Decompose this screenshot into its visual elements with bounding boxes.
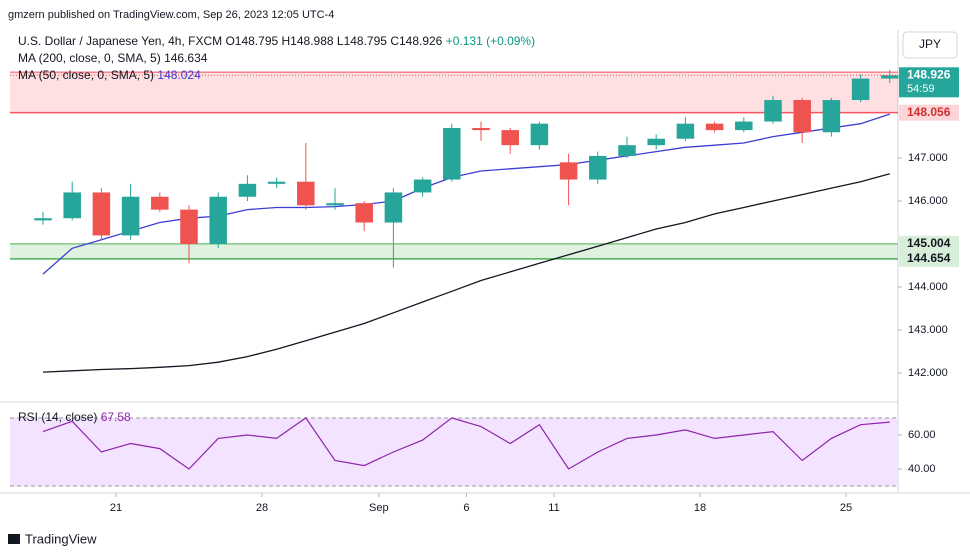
rsi-name: RSI (14, close): [18, 410, 97, 424]
logo-mark: [8, 534, 20, 544]
ohlc-value: O148.795: [225, 34, 278, 48]
currency-button[interactable]: [902, 31, 958, 59]
change-value: +0.131 (+0.09%): [446, 34, 535, 48]
price-tag-label: 144.654: [907, 251, 951, 265]
zone: [10, 72, 898, 113]
ma-name: MA (50, close, 0, SMA, 5): [18, 68, 154, 82]
rsi-tick-label: 40.00: [908, 463, 936, 475]
candle-body: [676, 123, 695, 139]
candle-body: [618, 145, 636, 156]
ma-legend: MA (50, close, 0, SMA, 5) 148.024: [18, 68, 201, 82]
published-note: gmzern published on TradingView.com, Sep…: [8, 9, 334, 21]
candle-body: [559, 162, 578, 180]
candle-body: [647, 138, 665, 146]
candle-body: [413, 179, 432, 193]
price-tag-label: 148.056: [907, 105, 951, 119]
price-tag-label: 145.004: [907, 236, 951, 250]
price-tag: [899, 235, 959, 252]
x-tick-label: 25: [840, 502, 852, 514]
ohlc-value: C148.926: [390, 34, 442, 48]
symbol-legend: U.S. Dollar / Japanese Yen, 4h, FXCM O14…: [18, 34, 535, 48]
rsi-tick-label: 60.00: [908, 429, 936, 441]
x-tick-label: 28: [256, 502, 268, 514]
candle-body: [209, 196, 227, 245]
candle-body: [530, 123, 549, 146]
ohlc-value: L148.795: [337, 34, 387, 48]
ma-name: MA (200, close, 0, SMA, 5): [18, 51, 161, 65]
x-tick-label: 21: [110, 502, 122, 514]
candle-body: [326, 203, 344, 206]
rsi-value: 67.58: [101, 410, 131, 424]
candle-body: [764, 100, 782, 122]
candle-body: [297, 181, 315, 206]
x-tick-label: 18: [694, 502, 706, 514]
candle-body: [443, 127, 461, 180]
candle-body: [355, 203, 373, 223]
ma-legend: MA (200, close, 0, SMA, 5) 146.634: [18, 51, 208, 65]
ma-value: 148.024: [157, 68, 201, 82]
x-tick-label: 11: [548, 502, 559, 514]
y-tick-label: 144.000: [908, 281, 948, 293]
currency-label[interactable]: JPY: [919, 37, 941, 51]
ohlc-value: H148.988: [282, 34, 334, 48]
candle-body: [851, 78, 870, 101]
rsi-line: [42, 417, 890, 470]
candle-body: [822, 100, 841, 133]
candle-body: [151, 196, 169, 210]
y-tick-label: 142.000: [908, 367, 948, 379]
footer-brand: TradingView: [25, 531, 97, 546]
candle-body: [589, 155, 607, 180]
candle-body: [34, 218, 52, 221]
price-tag: [899, 67, 959, 98]
rsi-legend: RSI (14, close) 67.58: [18, 410, 131, 424]
candle-body: [793, 100, 811, 133]
candle-body: [384, 192, 403, 223]
ma-line: [42, 173, 890, 373]
candle-body: [180, 209, 198, 245]
candle-body: [238, 183, 257, 197]
y-tick-label: 143.000: [908, 324, 948, 336]
candle-body: [92, 192, 111, 236]
footer-logo: [8, 534, 20, 544]
zone: [10, 243, 898, 259]
price-tag: [899, 104, 959, 121]
rsi-band: [10, 417, 898, 487]
candle-body: [472, 127, 490, 131]
candle-body: [501, 130, 519, 146]
ma-value: 146.634: [164, 51, 208, 65]
x-tick-label: Sep: [369, 502, 389, 514]
candle-body: [267, 181, 286, 184]
x-tick-label: 6: [463, 502, 469, 514]
candle-body: [63, 192, 81, 219]
candle-body: [735, 121, 753, 131]
symbol-name: U.S. Dollar / Japanese Yen, 4h, FXCM: [18, 34, 222, 48]
price-tag: [899, 250, 959, 267]
y-tick-label: 147.000: [908, 152, 948, 164]
candle-body: [881, 75, 899, 79]
price-tag-label: 148.926: [907, 67, 951, 81]
countdown: 54:59: [907, 83, 935, 95]
y-tick-label: 146.000: [908, 195, 948, 207]
candle-body: [705, 123, 724, 131]
candle-body: [121, 196, 140, 236]
